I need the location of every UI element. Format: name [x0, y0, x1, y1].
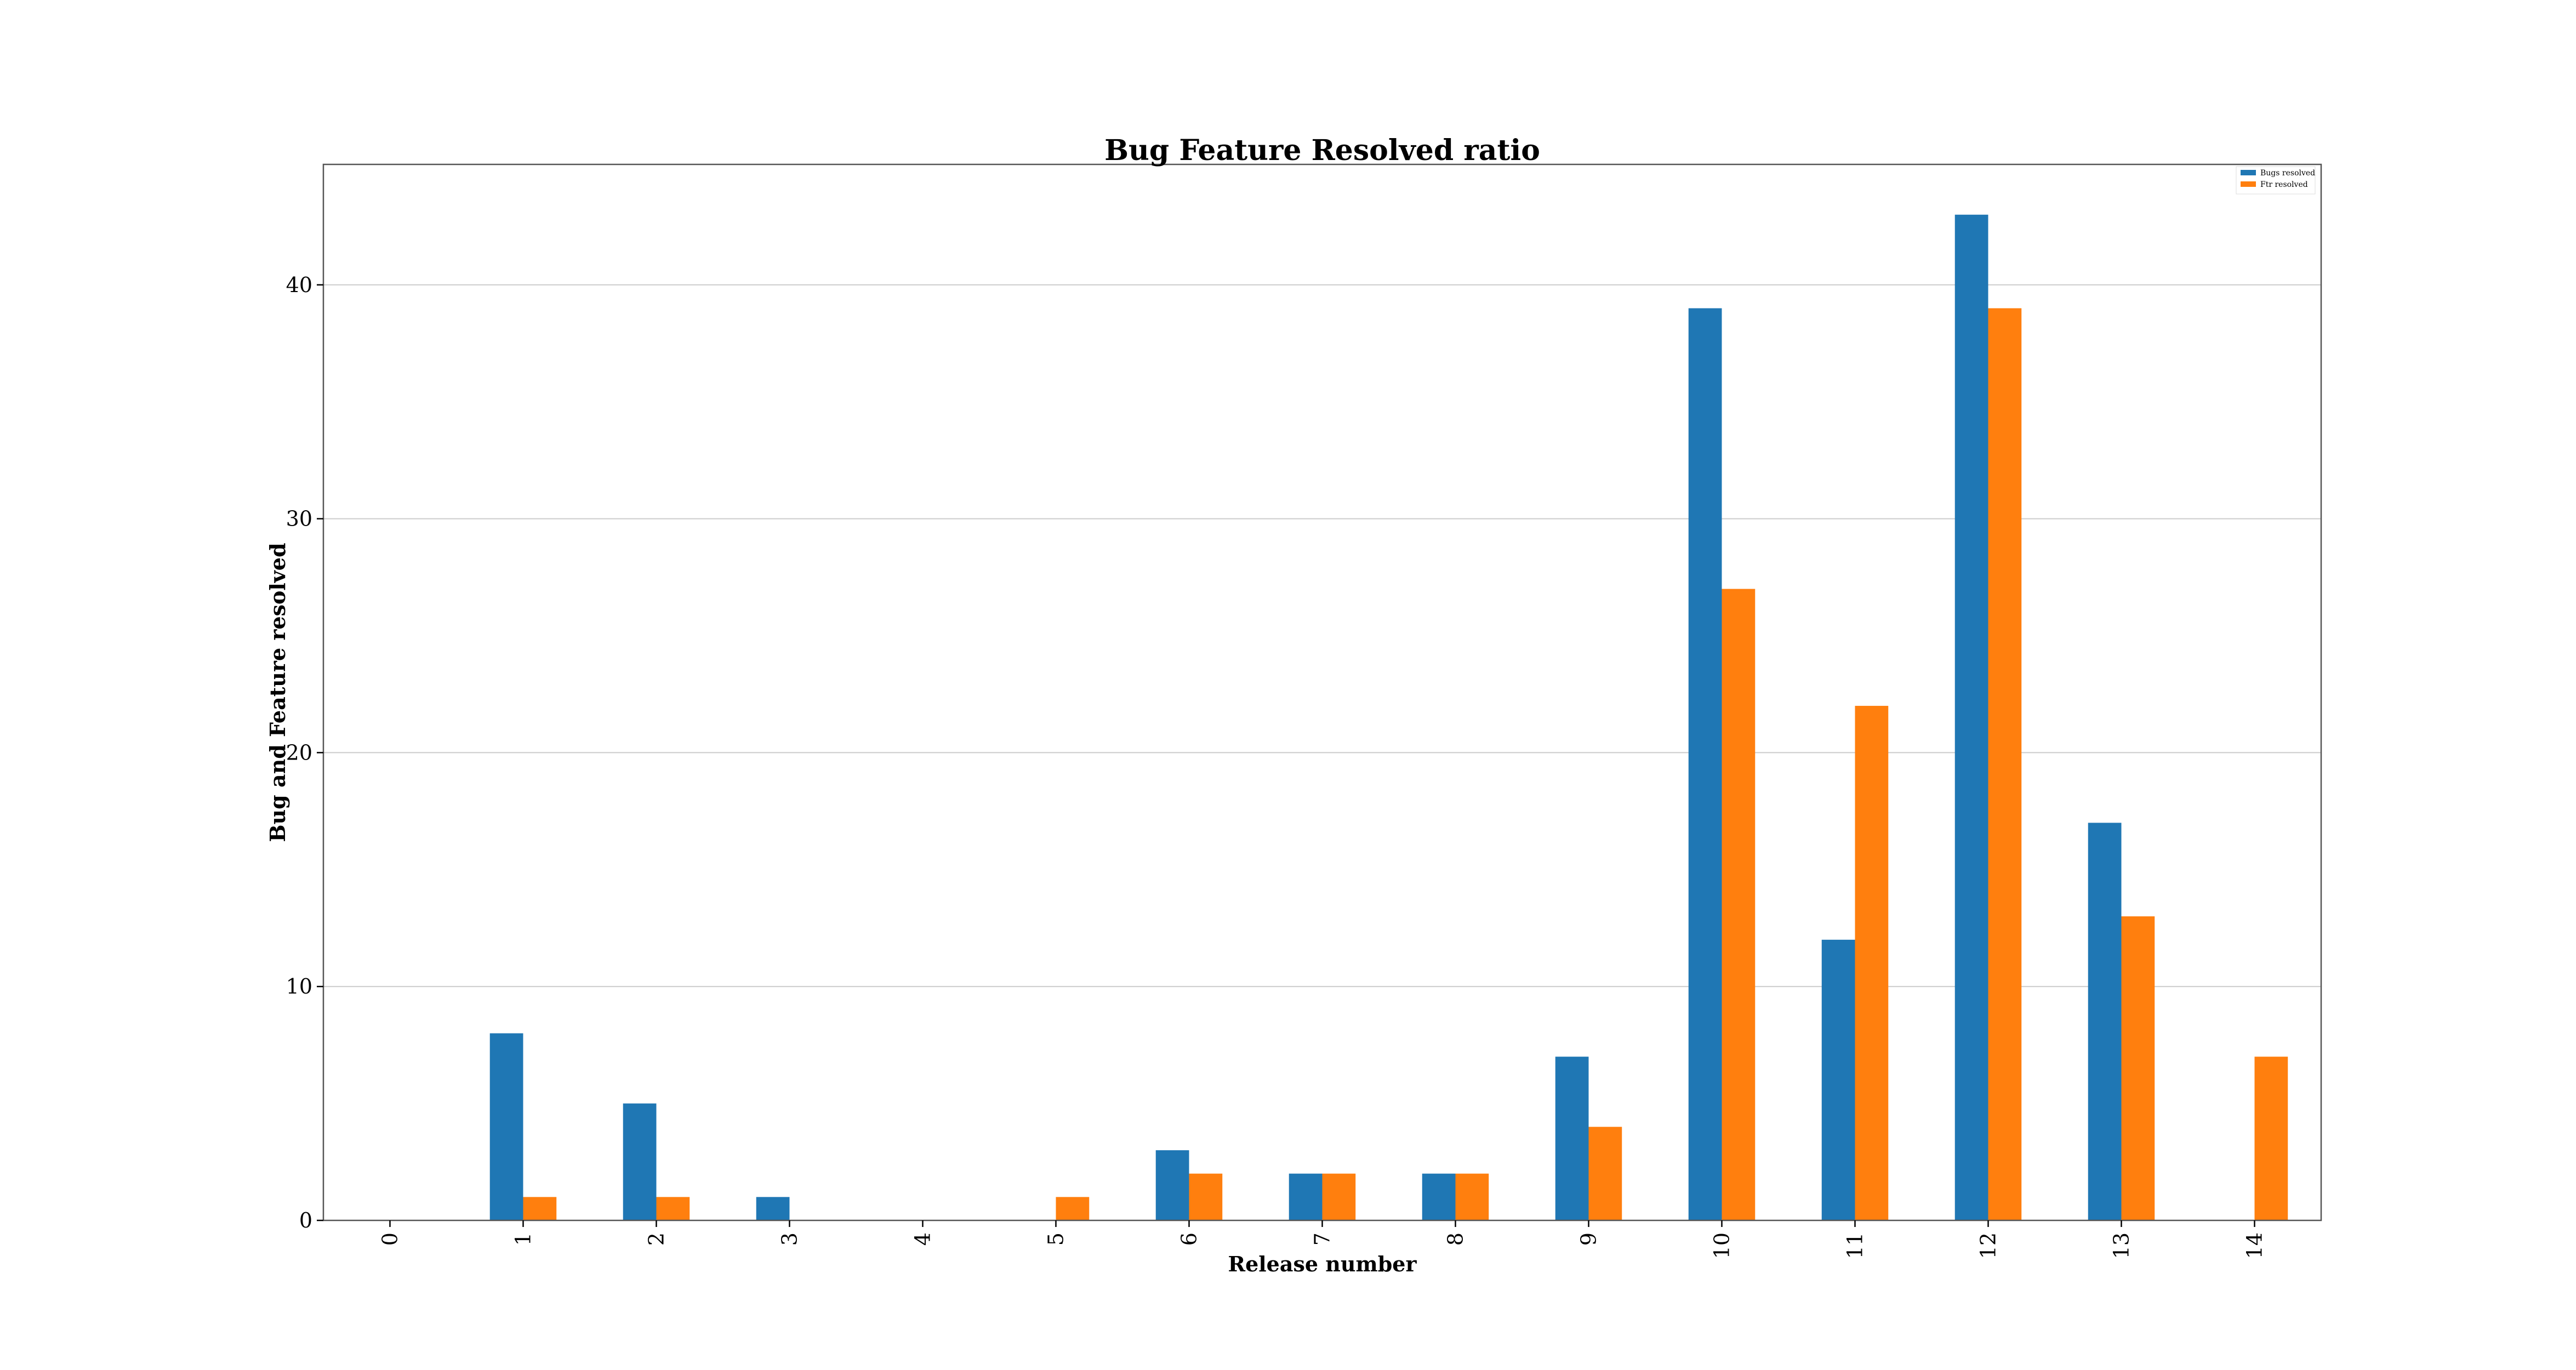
bar-bugs-resolved-9: [1555, 1057, 1589, 1220]
x-tick-label: 6: [1177, 1232, 1201, 1246]
x-tick-label: 9: [1577, 1232, 1601, 1246]
x-tick-label: 10: [1710, 1232, 1734, 1259]
bar-bugs-resolved-12: [1954, 214, 1988, 1220]
x-tick-label: 12: [1976, 1232, 2001, 1259]
bar-bugs-resolved-2: [623, 1103, 657, 1220]
y-tick-label: 10: [286, 974, 312, 998]
bar-bugs-resolved-13: [2088, 823, 2122, 1220]
bar-bugs-resolved-8: [1422, 1173, 1456, 1220]
bar-ftr-resolved-12: [1988, 308, 2022, 1221]
bar-ftr-resolved-11: [1855, 706, 1889, 1220]
legend-swatch: [2241, 181, 2256, 187]
bar-bugs-resolved-11: [1821, 939, 1855, 1220]
x-tick-label: 4: [911, 1232, 935, 1246]
bar-ftr-resolved-2: [656, 1197, 690, 1220]
bar-bugs-resolved-6: [1155, 1150, 1189, 1220]
bar-ftr-resolved-5: [1056, 1197, 1090, 1220]
bar-ftr-resolved-13: [2121, 916, 2155, 1220]
x-tick-label: 13: [2110, 1232, 2134, 1259]
bars: [489, 214, 2288, 1221]
x-tick-label: 0: [378, 1232, 402, 1246]
x-tick-label: 14: [2243, 1232, 2267, 1259]
bar-bugs-resolved-10: [1688, 308, 1722, 1221]
bar-ftr-resolved-10: [1722, 589, 1756, 1220]
bar-ftr-resolved-8: [1455, 1173, 1489, 1220]
chart-title: Bug Feature Resolved ratio: [1104, 134, 1540, 167]
bar-ftr-resolved-9: [1588, 1127, 1622, 1220]
legend-label: Ftr resolved: [2260, 180, 2308, 189]
bar-ftr-resolved-6: [1189, 1173, 1223, 1220]
bar-ftr-resolved-1: [523, 1197, 557, 1220]
y-tick-label: 40: [286, 273, 312, 297]
bar-ftr-resolved-14: [2254, 1057, 2288, 1220]
legend-swatch: [2241, 170, 2256, 175]
x-tick-label: 3: [778, 1232, 802, 1246]
legend-box: [2236, 166, 2316, 195]
bar-bugs-resolved-1: [489, 1033, 523, 1220]
bar-bugs-resolved-3: [756, 1197, 790, 1220]
bar-bugs-resolved-7: [1289, 1173, 1323, 1220]
legend-label: Bugs resolved: [2260, 169, 2315, 178]
x-tick-label: 7: [1310, 1232, 1335, 1246]
x-tick-label: 8: [1444, 1232, 1468, 1246]
y-tick-label: 0: [299, 1208, 312, 1232]
x-tick-label: 1: [511, 1232, 535, 1246]
x-tick-label: 5: [1044, 1232, 1068, 1246]
x-axis-label: Release number: [1228, 1252, 1417, 1276]
x-tick-label: 11: [1843, 1232, 1867, 1259]
x-tick-label: 2: [645, 1232, 669, 1246]
legend: Bugs resolved Ftr resolved: [2236, 166, 2316, 195]
bar-ftr-resolved-7: [1322, 1173, 1356, 1220]
y-tick-label: 20: [286, 740, 312, 764]
y-tick-label: 30: [286, 507, 312, 531]
y-axis-label: Bug and Feature resolved: [265, 543, 290, 842]
